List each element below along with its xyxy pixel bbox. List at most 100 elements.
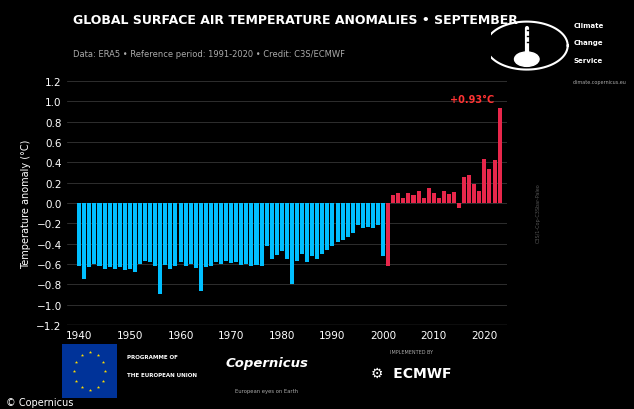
- Bar: [244, 203, 249, 264]
- Bar: [138, 203, 142, 264]
- Bar: [411, 196, 415, 203]
- Text: © Copernicus: © Copernicus: [6, 397, 74, 407]
- Bar: [452, 192, 456, 203]
- Bar: [371, 203, 375, 229]
- Bar: [325, 203, 330, 250]
- Bar: [229, 203, 233, 263]
- Text: PROGRAMME OF: PROGRAMME OF: [127, 354, 178, 359]
- Bar: [128, 203, 132, 270]
- Bar: [422, 198, 425, 203]
- Y-axis label: Temperature anomaly (°C): Temperature anomaly (°C): [21, 139, 31, 268]
- Bar: [391, 196, 395, 203]
- Bar: [169, 203, 172, 270]
- Bar: [103, 203, 107, 270]
- Text: climate.copernicus.eu: climate.copernicus.eu: [573, 80, 627, 85]
- Bar: [93, 203, 96, 264]
- Bar: [194, 203, 198, 268]
- Bar: [340, 203, 345, 240]
- Bar: [153, 203, 157, 266]
- Text: GLOBAL SURFACE AIR TEMPERATURE ANOMALIES • SEPTEMBER: GLOBAL SURFACE AIR TEMPERATURE ANOMALIES…: [73, 14, 518, 27]
- Bar: [148, 203, 152, 262]
- Bar: [82, 203, 86, 279]
- Text: IMPLEMENTED BY: IMPLEMENTED BY: [390, 350, 433, 355]
- Bar: [290, 203, 294, 285]
- Bar: [209, 203, 213, 266]
- Bar: [320, 203, 325, 254]
- Bar: [259, 203, 264, 266]
- Bar: [285, 203, 289, 259]
- Bar: [189, 203, 193, 264]
- Bar: [249, 203, 254, 266]
- Bar: [98, 203, 101, 266]
- Bar: [493, 161, 496, 203]
- Bar: [204, 203, 208, 267]
- FancyBboxPatch shape: [62, 344, 117, 398]
- Bar: [482, 160, 486, 203]
- Bar: [224, 203, 228, 261]
- Bar: [87, 203, 91, 267]
- Bar: [442, 191, 446, 203]
- Bar: [239, 203, 243, 265]
- Bar: [406, 193, 410, 203]
- Bar: [457, 203, 461, 209]
- Bar: [477, 191, 481, 203]
- Bar: [315, 203, 320, 259]
- Bar: [118, 203, 122, 267]
- Bar: [123, 203, 127, 270]
- Bar: [488, 170, 491, 203]
- Bar: [472, 184, 476, 203]
- Bar: [386, 203, 390, 266]
- Bar: [179, 203, 183, 262]
- Bar: [214, 203, 218, 262]
- Text: C3S/1-Cop-C3Sbar-Paleo: C3S/1-Cop-C3Sbar-Paleo: [536, 183, 541, 243]
- Bar: [437, 198, 441, 203]
- Bar: [219, 203, 223, 264]
- Bar: [295, 203, 299, 261]
- Bar: [300, 203, 304, 254]
- Bar: [356, 203, 360, 226]
- Bar: [498, 109, 501, 203]
- Bar: [305, 203, 309, 262]
- Text: THE EUROPEAN UNION: THE EUROPEAN UNION: [127, 373, 197, 378]
- Bar: [234, 203, 238, 262]
- Bar: [143, 203, 147, 261]
- Circle shape: [515, 53, 539, 67]
- Bar: [351, 203, 355, 234]
- Bar: [310, 203, 314, 256]
- Bar: [381, 203, 385, 256]
- Bar: [254, 203, 259, 265]
- Text: ⚙  ECMWF: ⚙ ECMWF: [371, 366, 451, 380]
- Bar: [462, 177, 466, 203]
- Bar: [361, 203, 365, 229]
- Bar: [264, 203, 269, 246]
- Bar: [396, 193, 400, 203]
- Bar: [174, 203, 178, 266]
- Bar: [158, 203, 162, 295]
- Bar: [467, 175, 471, 203]
- Text: European eyes on Earth: European eyes on Earth: [235, 388, 298, 393]
- Bar: [164, 203, 167, 265]
- Bar: [447, 194, 451, 203]
- Bar: [280, 203, 284, 251]
- Bar: [366, 203, 370, 228]
- Bar: [427, 188, 430, 203]
- Bar: [269, 203, 274, 259]
- Bar: [401, 198, 405, 203]
- Text: Copernicus: Copernicus: [225, 357, 308, 370]
- Text: Change: Change: [573, 40, 603, 46]
- Bar: [184, 203, 188, 266]
- Bar: [330, 203, 335, 246]
- Bar: [113, 203, 117, 270]
- Bar: [346, 203, 350, 237]
- Text: Data: ERA5 • Reference period: 1991-2020 • Credit: C3S/ECMWF: Data: ERA5 • Reference period: 1991-2020…: [73, 50, 345, 59]
- Bar: [77, 203, 81, 266]
- Bar: [275, 203, 279, 255]
- Bar: [335, 203, 340, 242]
- Bar: [108, 203, 112, 267]
- Text: Climate: Climate: [573, 22, 604, 29]
- Text: +0.93°C: +0.93°C: [450, 95, 495, 105]
- Bar: [376, 203, 380, 226]
- Bar: [198, 203, 203, 292]
- Bar: [417, 191, 420, 203]
- Text: Service: Service: [573, 58, 602, 64]
